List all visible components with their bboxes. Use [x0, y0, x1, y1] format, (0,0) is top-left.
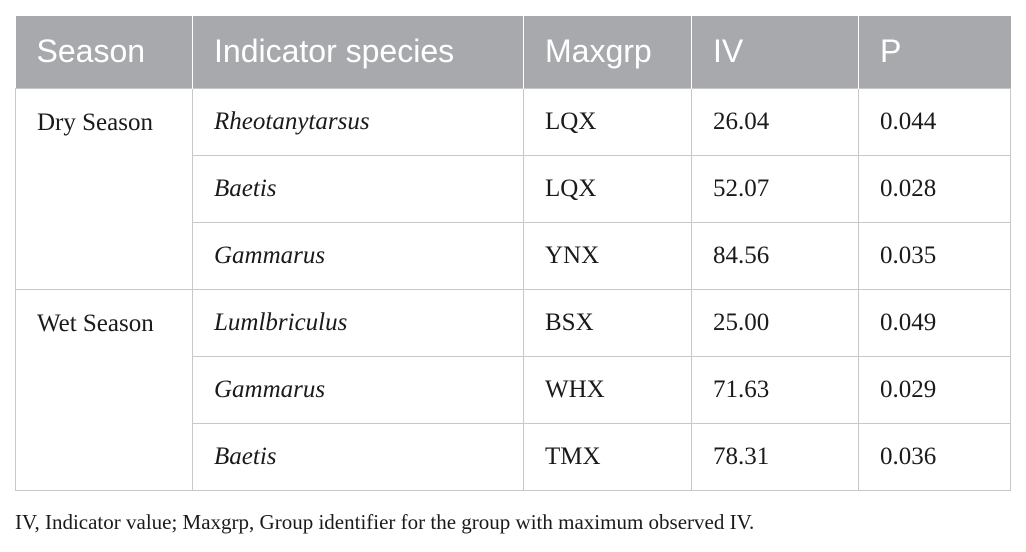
species-cell: Baetis: [192, 154, 524, 223]
header-indicator-species: Indicator species: [192, 16, 524, 88]
season-cell: Wet Season: [15, 288, 193, 491]
maxgrp-cell: LQX: [523, 154, 692, 223]
p-cell: 0.036: [858, 422, 1011, 491]
iv-cell: 26.04: [691, 87, 859, 156]
p-cell: 0.049: [858, 288, 1011, 357]
table-row: Gammarus YNX 84.56 0.035: [16, 221, 1011, 290]
iv-cell: 84.56: [691, 221, 859, 290]
maxgrp-cell: WHX: [523, 355, 692, 424]
maxgrp-cell: TMX: [523, 422, 692, 491]
species-cell: Gammarus: [192, 355, 524, 424]
season-cell: Dry Season: [15, 87, 193, 290]
table-row: Wet Season Lumlbriculus BSX 25.00 0.049: [15, 288, 1011, 491]
table-row: Dry Season Rheotanytarsus LQX 26.04 0.04…: [15, 87, 1011, 290]
species-cell: Gammarus: [192, 221, 524, 290]
maxgrp-cell: BSX: [523, 288, 692, 357]
table-row: Gammarus WHX 71.63 0.029: [16, 355, 1011, 424]
header-p: P: [858, 16, 1011, 88]
indicator-species-table-container: Season Indicator species Maxgrp IV P Dry…: [15, 16, 1011, 491]
p-cell: 0.044: [858, 87, 1011, 156]
header-maxgrp: Maxgrp: [523, 16, 692, 88]
table-body: Dry Season Rheotanytarsus LQX 26.04 0.04…: [15, 87, 1011, 491]
species-cell: Lumlbriculus: [192, 288, 524, 357]
species-cell: Rheotanytarsus: [192, 87, 524, 156]
indicator-species-table: Season Indicator species Maxgrp IV P Dry…: [15, 16, 1011, 491]
header-iv: IV: [691, 16, 859, 88]
iv-cell: 52.07: [691, 154, 859, 223]
table-header: Season Indicator species Maxgrp IV P: [15, 16, 1011, 88]
table-footnote: IV, Indicator value; Maxgrp, Group ident…: [15, 510, 755, 534]
iv-cell: 25.00: [691, 288, 859, 357]
p-cell: 0.029: [858, 355, 1011, 424]
iv-cell: 71.63: [691, 355, 859, 424]
maxgrp-cell: YNX: [523, 221, 692, 290]
maxgrp-cell: LQX: [523, 87, 692, 156]
header-row: Season Indicator species Maxgrp IV P: [15, 16, 1011, 88]
table-row: Baetis TMX 78.31 0.036: [16, 422, 1011, 491]
iv-cell: 78.31: [691, 422, 859, 491]
species-cell: Baetis: [192, 422, 524, 491]
header-season: Season: [36, 33, 146, 70]
p-cell: 0.035: [858, 221, 1011, 290]
p-cell: 0.028: [858, 154, 1011, 223]
